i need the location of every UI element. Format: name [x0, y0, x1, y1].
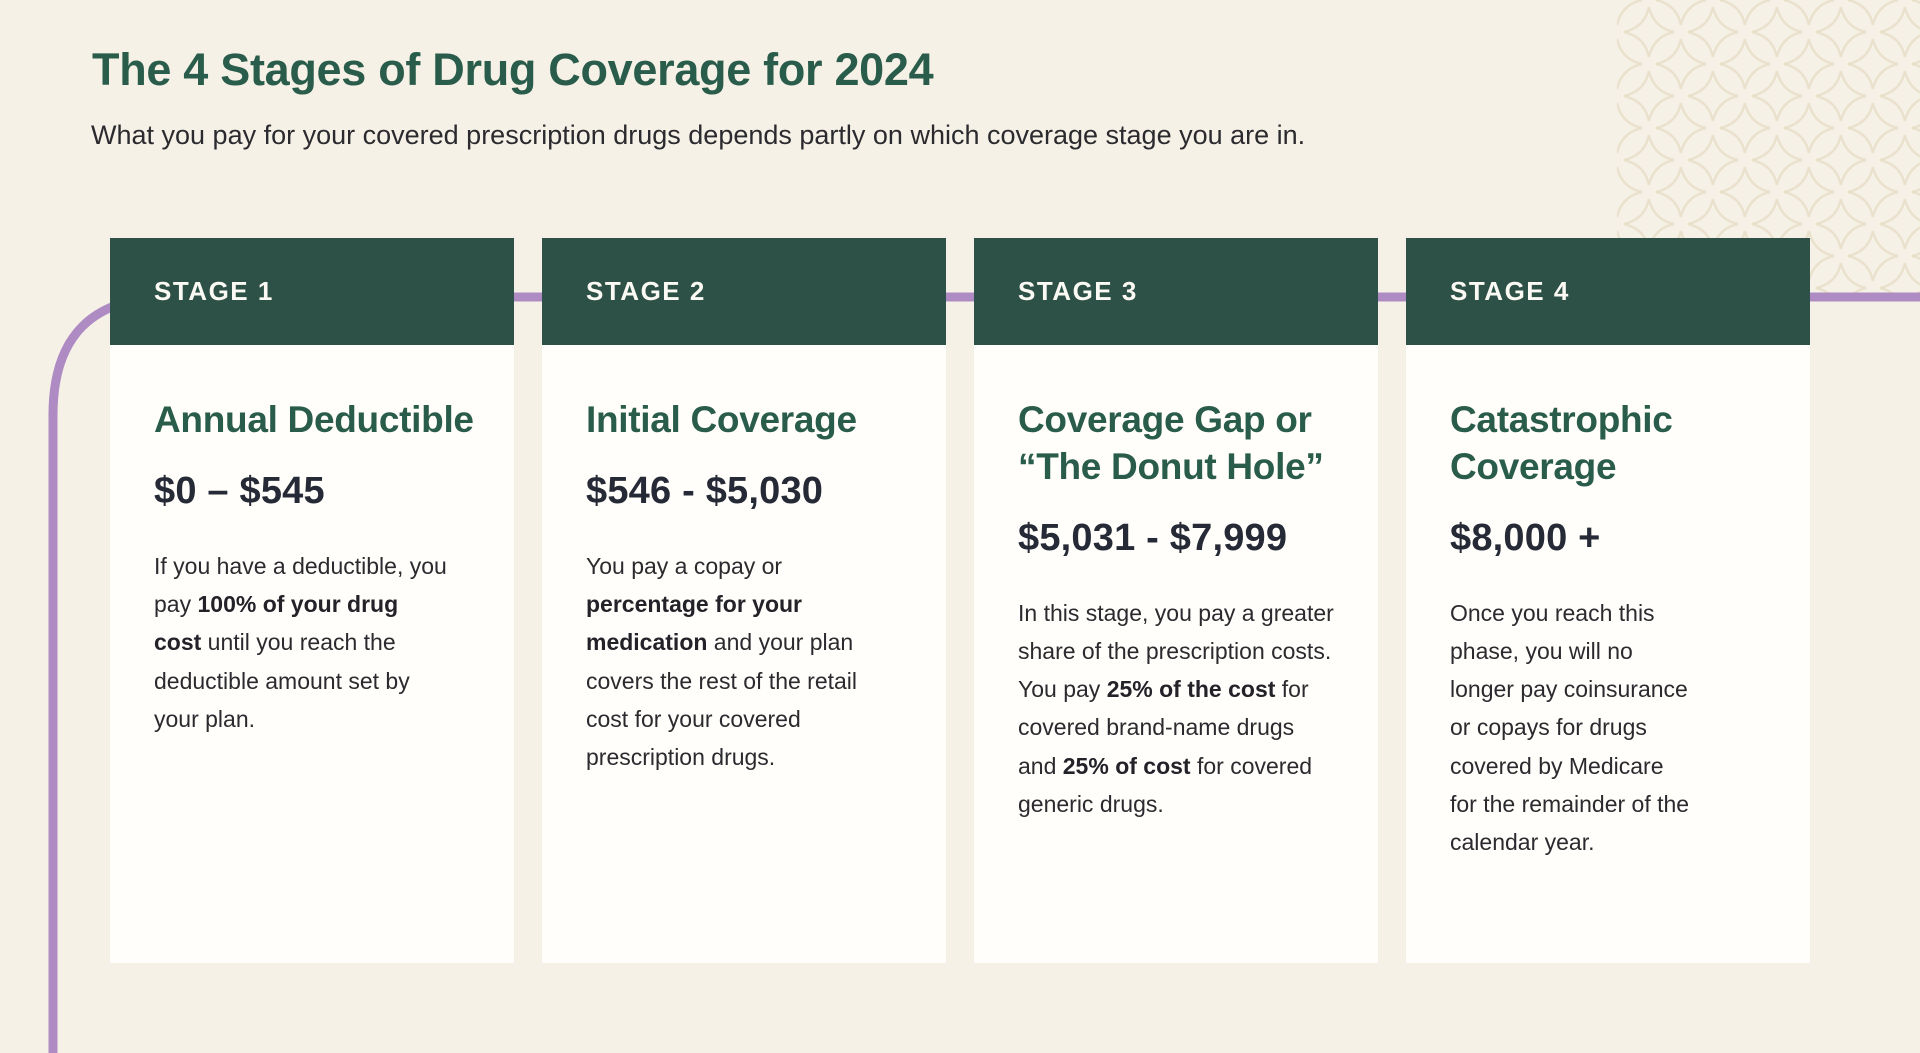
stage-card: STAGE 4 Catastrophic Coverage $8,000 + O…: [1406, 238, 1810, 963]
stage-description: If you have a deductible, you pay 100% o…: [154, 552, 447, 732]
stage-cards: STAGE 1 Annual Deductible $0 – $545 If y…: [110, 238, 1810, 963]
stage-title: Annual Deductible: [154, 399, 474, 440]
stage-label: STAGE 1: [154, 276, 274, 306]
stage-card: STAGE 3 Coverage Gap or “The Donut Hole”…: [974, 238, 1378, 963]
stage-header: STAGE 4: [1406, 238, 1810, 345]
stage-label: STAGE 3: [1018, 276, 1138, 306]
stage-card: STAGE 1 Annual Deductible $0 – $545 If y…: [110, 238, 514, 963]
stage-dollar-range: $8,000 +: [1450, 516, 1601, 559]
stage-header: STAGE 2: [542, 238, 946, 345]
stage-card-body: Initial Coverage $546 - $5,030 You pay a…: [542, 345, 946, 963]
stage-header: STAGE 3: [974, 238, 1378, 345]
stage-description: In this stage, you pay a greater share o…: [1018, 599, 1334, 817]
stage-dollar-range: $0 – $545: [154, 469, 325, 512]
stage-card: STAGE 2 Initial Coverage $546 - $5,030 Y…: [542, 238, 946, 963]
page-title: The 4 Stages of Drug Coverage for 2024: [92, 44, 934, 95]
stage-header: STAGE 1: [110, 238, 514, 345]
stage-dollar-range: $5,031 - $7,999: [1018, 516, 1288, 559]
stage-title: Initial Coverage: [586, 399, 857, 440]
stage-description: You pay a copay or percentage for your m…: [586, 552, 858, 770]
stage-label: STAGE 4: [1450, 276, 1570, 306]
stage-card-body: Catastrophic Coverage $8,000 + Once you …: [1406, 345, 1810, 963]
stage-label: STAGE 2: [586, 276, 706, 306]
stage-title: Catastrophic Coverage: [1450, 399, 1673, 487]
stage-title: Coverage Gap or “The Donut Hole”: [1018, 399, 1324, 487]
stage-card-body: Annual Deductible $0 – $545 If you have …: [110, 345, 514, 963]
stage-dollar-range: $546 - $5,030: [586, 469, 824, 512]
stage-card-body: Coverage Gap or “The Donut Hole” $5,031 …: [974, 345, 1378, 963]
stage-description: Once you reach this phase, you will no l…: [1450, 599, 1690, 855]
page-subtitle: What you pay for your covered prescripti…: [91, 120, 1306, 150]
